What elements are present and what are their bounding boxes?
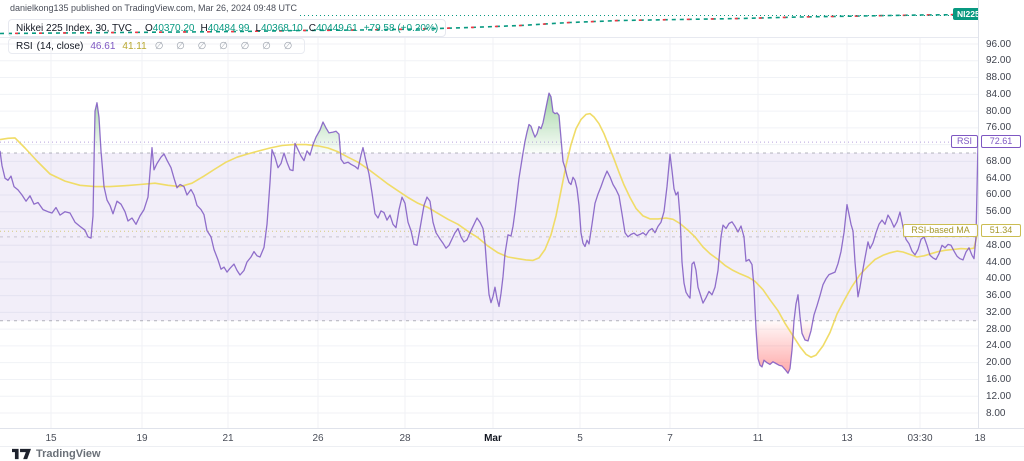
time-scale-label: 5 (577, 433, 583, 444)
open-label: O (145, 22, 153, 34)
price-scale-label: 8.00 (986, 407, 1006, 419)
rsi-hidden-values: ∅ ∅ ∅ ∅ ∅ ∅ ∅ (154, 40, 298, 52)
pane-separator (0, 37, 1024, 38)
time-scale-label: Mar (484, 433, 502, 444)
price-scale-label: 56.00 (986, 206, 1012, 218)
change-value: +79.58 (+0.20%) (363, 22, 439, 34)
low-value: 40368.10 (261, 22, 303, 34)
high-label: H (200, 22, 208, 34)
price-scale-label: 84.00 (986, 88, 1012, 100)
price-scale-label: 36.00 (986, 290, 1012, 302)
rsi-legend[interactable]: RSI (14, close) 46.61 41.11 ∅ ∅ ∅ ∅ ∅ ∅ … (8, 38, 306, 54)
price-scale-label: 92.00 (986, 55, 1012, 67)
price-candle-trail-red (0, 13, 978, 35)
chart-canvas (0, 13, 978, 428)
rsi-series-label: RSI (951, 135, 978, 149)
price-scale-label: 48.00 (986, 239, 1012, 251)
low-label: L (255, 22, 262, 34)
close-value: 40449.61 (315, 22, 358, 34)
price-scale-label: 40.00 (986, 273, 1012, 285)
tradingview-logo-text: TradingView (36, 448, 101, 460)
publish-info: danielkong135 published on TradingView.c… (10, 3, 298, 13)
rsi-ma-series-label: RSI-based MA (903, 224, 978, 238)
price-scale-label: 16.00 (986, 373, 1012, 385)
price-scale-label: 60.00 (986, 189, 1012, 201)
high-value: 40484.99 (207, 22, 250, 34)
rsi-line (0, 92, 978, 374)
rsi-axis-value-box: 72.61 (981, 135, 1021, 149)
rsi-current-value: 46.61 (90, 40, 116, 52)
time-scale-label: 21 (222, 433, 234, 444)
price-scale-label: 64.00 (986, 172, 1012, 184)
price-scale-label: 20.00 (986, 357, 1012, 369)
price-scale-label: 12.00 (986, 390, 1012, 402)
time-scale-label: 19 (136, 433, 148, 444)
price-axis: 96.00 92.00 88.00 84.00 80.00 76.00 68.00 64.00… (978, 0, 1024, 446)
rsi-ma-axis-value-box: 51.34 (981, 224, 1021, 238)
time-scale-label: 28 (399, 433, 411, 444)
open-value: 40370.20 (152, 22, 195, 34)
rsi-title: RSI (16, 40, 33, 52)
price-scale-label: 44.00 (986, 256, 1012, 268)
price-scale-label: 28.00 (986, 323, 1012, 335)
oversold-fill (755, 320, 813, 374)
close-label: C (308, 22, 316, 34)
time-scale-label: 7 (667, 433, 673, 444)
symbol-legend[interactable]: Nikkei 225 Index, 30, TVC O 40370.20 H 404… (8, 19, 447, 37)
price-scale-label: 68.00 (986, 155, 1012, 167)
time-scale-label: 26 (312, 433, 324, 444)
price-scale-label: 76.00 (986, 122, 1012, 134)
tradingview-logo-icon (12, 448, 31, 460)
axis-bottom-border (0, 446, 1024, 447)
price-candle-trail (0, 13, 978, 35)
rsi-params: (14, close) (36, 40, 84, 52)
symbol-badge: NI225 (953, 8, 984, 20)
time-scale-label: 18 (974, 433, 986, 444)
time-scale-label: 13 (841, 433, 853, 444)
price-scale-label: 80.00 (986, 105, 1012, 117)
price-scale-label: 96.00 (986, 38, 1012, 50)
time-scale-label: 11 (752, 433, 764, 444)
rsi-ma-current-value: 41.11 (122, 40, 147, 52)
time-scale-label: 15 (45, 433, 57, 444)
symbol-title: Nikkei 225 Index, 30, TVC (16, 22, 132, 34)
price-scale-label: 88.00 (986, 72, 1012, 84)
price-scale-label: 32.00 (986, 306, 1012, 318)
overbought-fill (0, 93, 978, 154)
footer-brand: TradingView (12, 448, 101, 460)
time-scale-label: 03:30 (907, 433, 933, 444)
price-scale-label: 24.00 (986, 340, 1012, 352)
rsi-ma-line (0, 112, 978, 358)
time-axis: 15 19 21 26 28 Mar 5 7 11 13 03:30 18 (0, 428, 1024, 446)
